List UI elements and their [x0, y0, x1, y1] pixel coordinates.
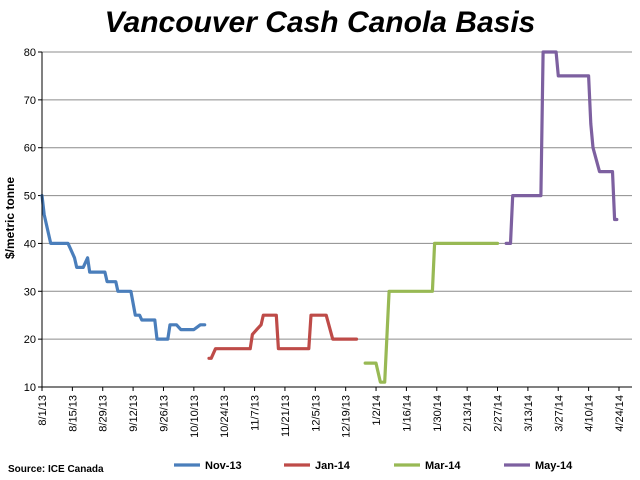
series-line-may-14 [504, 50, 619, 245]
x-tick-label: 1/16/14 [401, 395, 413, 432]
chart-title: Vancouver Cash Canola Basis [105, 6, 536, 39]
y-tick-label: 30 [24, 286, 36, 298]
x-tick-label: 2/27/14 [493, 395, 505, 432]
y-tick-label: 20 [24, 334, 36, 346]
source-note: Source: ICE Canada [8, 464, 104, 475]
axes [41, 52, 632, 388]
x-tick-label: 8/15/13 [67, 395, 79, 432]
y-tick-label: 10 [24, 382, 36, 394]
x-axis-ticks: 8/1/13 8/15/13 8/29/13 9/12/13 9/26/13 10/10/… [37, 387, 626, 438]
x-tick-label: 9/12/13 [128, 395, 140, 432]
x-tick-label: 8/1/13 [37, 395, 49, 426]
series [40, 50, 619, 384]
x-tick-label: 4/10/14 [584, 395, 596, 432]
x-tick-label: 11/7/13 [250, 395, 262, 431]
y-axis-ticks: 10 20 30 40 50 60 70 80 [24, 47, 42, 394]
legend: Nov-13 Jan-14 Mar-14 May-14 [174, 460, 573, 472]
series-line-nov-13 [40, 194, 207, 341]
y-tick-label: 70 [24, 95, 36, 107]
x-tick-label: 2/13/14 [462, 395, 474, 432]
x-tick-label: 1/30/14 [432, 395, 444, 432]
y-axis-label: $/metric tonne [3, 177, 17, 259]
x-tick-label: 10/10/13 [189, 395, 201, 438]
y-tick-label: 60 [24, 143, 36, 155]
x-tick-label: 11/21/13 [280, 395, 292, 437]
x-tick-label: 3/13/14 [523, 395, 535, 432]
x-tick-label: 12/19/13 [341, 395, 353, 438]
legend-label-nov-13: Nov-13 [205, 460, 242, 472]
legend-label-mar-14: Mar-14 [425, 460, 461, 472]
x-tick-label: 4/24/14 [614, 395, 626, 432]
series-line-mar-14 [363, 241, 500, 384]
x-tick-label: 12/5/13 [310, 395, 322, 432]
y-tick-label: 40 [24, 238, 36, 250]
x-tick-label: 9/26/13 [158, 395, 170, 432]
legend-label-jan-14: Jan-14 [315, 460, 351, 472]
grid [42, 51, 632, 388]
x-tick-label: 3/27/14 [553, 395, 565, 432]
y-tick-label: 50 [24, 191, 36, 203]
x-tick-label: 1/2/14 [371, 395, 383, 426]
x-tick-label: 8/29/13 [98, 395, 110, 432]
x-tick-label: 10/24/13 [219, 395, 231, 438]
legend-label-may-14: May-14 [535, 460, 573, 472]
y-tick-label: 80 [24, 47, 36, 59]
series-line-jan-14 [207, 313, 359, 360]
